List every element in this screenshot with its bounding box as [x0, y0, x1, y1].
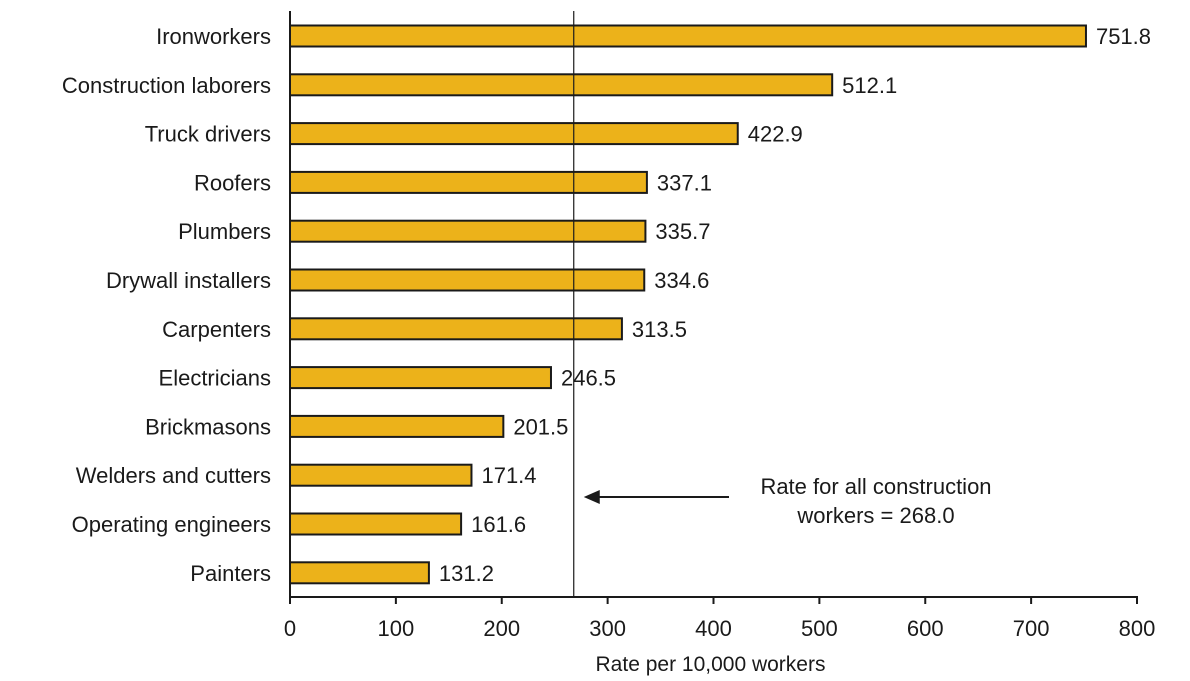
x-tick-label: 300	[589, 616, 626, 641]
bar-drywall-installers	[289, 268, 646, 292]
bar-painters	[289, 561, 430, 585]
reference-annotation-line-1: Rate for all construction	[760, 474, 991, 499]
category-label: Ironworkers	[156, 24, 271, 49]
y-axis: Ironworkers Construction laborers Truck dr…	[62, 11, 291, 597]
annotation-arrow-head	[583, 490, 600, 504]
reference-line-group	[573, 11, 729, 597]
data-label: 512.1	[842, 73, 897, 98]
x-tick-label: 0	[284, 616, 296, 641]
x-tick-label: 600	[907, 616, 944, 641]
bar-truck-drivers	[289, 122, 739, 146]
data-label: 422.9	[748, 122, 803, 147]
category-label: Roofers	[194, 170, 271, 195]
data-label: 171.4	[481, 463, 536, 488]
x-axis-title: Rate per 10,000 workers	[596, 653, 826, 676]
x-axis: 0 100 200 300 400 500 600 700 800	[284, 596, 1156, 641]
data-label: 131.2	[439, 561, 494, 586]
x-tick-label: 400	[695, 616, 732, 641]
category-label: Construction laborers	[62, 73, 271, 98]
category-label: Operating engineers	[72, 512, 271, 537]
data-label: 751.8	[1096, 24, 1151, 49]
category-label: Plumbers	[178, 219, 271, 244]
data-label: 161.6	[471, 512, 526, 537]
category-label: Painters	[190, 561, 271, 586]
bar-ironworkers	[289, 24, 1087, 48]
bar-plumbers	[289, 219, 647, 243]
bar-electricians	[289, 366, 552, 390]
data-label: 334.6	[654, 268, 709, 293]
category-label: Truck drivers	[145, 122, 271, 147]
category-label: Electricians	[159, 366, 271, 391]
x-tick-label: 100	[378, 616, 415, 641]
bars-group: 751.8 512.1 422.9 337.1 335.7 334.6 313.5 246.5…	[289, 24, 1151, 586]
category-label: Welders and cutters	[76, 463, 271, 488]
bar-brickmasons	[289, 414, 505, 438]
data-label: 246.5	[561, 366, 616, 391]
data-label: 313.5	[632, 317, 687, 342]
bar-welders-and-cutters	[289, 463, 473, 487]
x-tick-label: 500	[801, 616, 838, 641]
category-label: Carpenters	[162, 317, 271, 342]
bar-operating-engineers	[289, 512, 463, 536]
x-tick-label: 800	[1119, 616, 1156, 641]
data-label: 337.1	[657, 170, 712, 195]
data-label: 335.7	[655, 219, 710, 244]
category-label: Drywall installers	[106, 268, 271, 293]
x-tick-label: 200	[483, 616, 520, 641]
bar-construction-laborers	[289, 73, 834, 97]
category-label: Brickmasons	[145, 414, 271, 439]
data-label: 201.5	[513, 414, 568, 439]
bar-roofers	[289, 170, 648, 194]
reference-annotation-line-2: workers = 268.0	[796, 503, 954, 528]
reference-annotation: Rate for all construction workers = 268.…	[760, 474, 991, 528]
bar-carpenters	[289, 317, 623, 341]
x-tick-label: 700	[1013, 616, 1050, 641]
